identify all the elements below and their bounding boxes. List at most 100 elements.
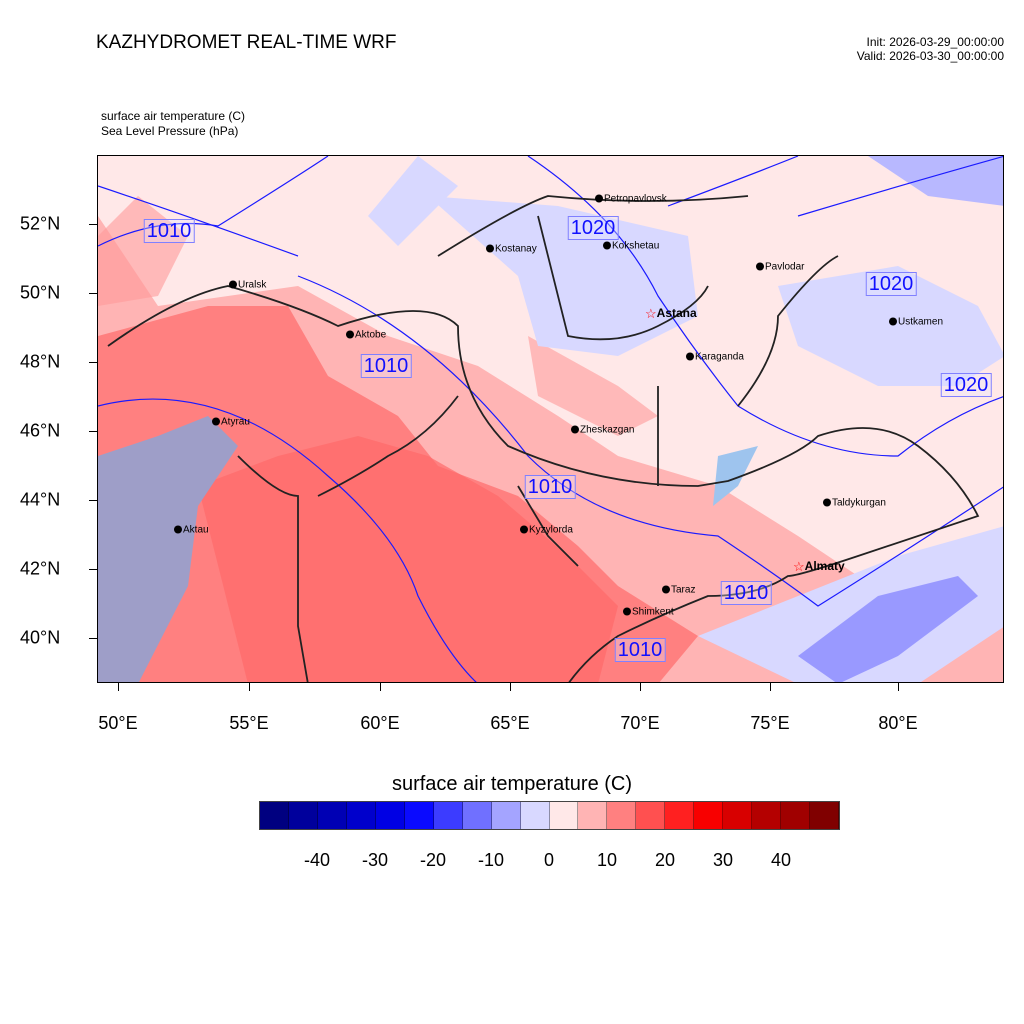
lat-label: 40°N (20, 627, 61, 648)
lon-tick (510, 683, 511, 691)
colorbar-swatch (462, 802, 492, 829)
map-canvas (98, 156, 1003, 682)
city-label: Aktau (183, 524, 209, 536)
city-taldykurgan[interactable]: Taldykurgan (823, 498, 886, 509)
isobar-label: 1010 (524, 475, 576, 499)
colorbar-swatch (433, 802, 463, 829)
lat-tick (89, 293, 97, 294)
colorbar (259, 801, 840, 830)
city-label: Karaganda (695, 351, 744, 363)
city-marker-icon (212, 417, 220, 426)
lat-tick (89, 569, 97, 570)
city-almaty[interactable]: ☆Almaty (793, 559, 845, 575)
isobar-label: 1010 (143, 219, 195, 243)
city-aktobe[interactable]: Aktobe (346, 330, 386, 341)
city-label: Kokshetau (612, 240, 660, 252)
colorbar-swatch (260, 802, 289, 829)
lon-tick (770, 683, 771, 691)
city-astana[interactable]: ☆Astana (645, 306, 697, 322)
colorbar-swatch (346, 802, 376, 829)
city-kostanay[interactable]: Kostanay (486, 244, 537, 255)
city-marker-icon (520, 525, 528, 534)
colorbar-label: 20 (654, 850, 676, 870)
city-pavlodar[interactable]: Pavlodar (756, 262, 804, 273)
city-kyzylorda[interactable]: Kyzylorda (520, 525, 573, 536)
city-karaganda[interactable]: Karaganda (686, 352, 744, 363)
city-marker-icon (486, 244, 494, 253)
chart-title: KAZHYDROMET REAL-TIME WRF (96, 32, 397, 53)
city-label: Taldykurgan (832, 497, 886, 509)
city-marker-icon (346, 330, 354, 339)
colorbar-swatch (578, 802, 608, 829)
colorbar-swatch (520, 802, 550, 829)
colorbar-swatch (752, 802, 782, 829)
capital-star-icon: ☆ (645, 306, 657, 321)
colorbar-label: 30 (712, 850, 734, 870)
city-marker-icon (686, 352, 694, 361)
colorbar-title: surface air temperature (C) (391, 773, 633, 795)
map-panel[interactable]: Petropavlovsk Kostanay Kokshetau Pavloda… (97, 155, 1004, 683)
borders (107, 195, 980, 682)
lon-label: 75°E (750, 713, 790, 733)
lon-label: 70°E (620, 713, 660, 733)
isobar-label: 1020 (940, 373, 992, 397)
colorbar-label: -10 (477, 850, 505, 870)
city-petropavlovsk[interactable]: Petropavlovsk (595, 194, 667, 205)
city-marker-icon (229, 280, 237, 289)
city-label: Petropavlovsk (604, 193, 667, 205)
city-label: Taraz (671, 584, 696, 596)
isobar-label: 1020 (567, 216, 619, 240)
city-marker-icon (595, 194, 603, 203)
isobar-label: 1010 (720, 581, 772, 605)
city-marker-icon (603, 241, 611, 250)
city-label: Kostanay (495, 243, 537, 255)
lon-label: 50°E (98, 713, 138, 733)
city-uralsk[interactable]: Uralsk (229, 280, 266, 291)
isobar-label: 1010 (614, 638, 666, 662)
city-label: Zheskazgan (580, 424, 635, 436)
colorbar-swatch (288, 802, 318, 829)
field-temperature: surface air temperature (C) (101, 109, 246, 123)
lon-tick (640, 683, 641, 691)
lat-tick (89, 224, 97, 225)
colorbar-label: -40 (303, 850, 331, 870)
valid-time: Valid: 2026-03-30_00:00:00 (856, 49, 1004, 63)
lon-tick (898, 683, 899, 691)
colorbar-label: 0 (543, 850, 555, 870)
lat-tick (89, 362, 97, 363)
colorbar-label: -20 (419, 850, 447, 870)
colorbar-label: -30 (361, 850, 389, 870)
city-aktau[interactable]: Aktau (174, 525, 209, 536)
city-atyrau[interactable]: Atyrau (212, 417, 250, 428)
lat-label: 50°N (20, 282, 61, 303)
city-ustkamen[interactable]: Ustkamen (889, 317, 943, 328)
lat-label: 46°N (20, 420, 61, 441)
isobar-label: 1020 (865, 272, 917, 296)
lon-label: 80°E (878, 713, 918, 733)
colorbar-swatch (404, 802, 434, 829)
field-list: surface air temperature (C) Sea Level Pr… (101, 109, 245, 139)
colorbar-swatch (607, 802, 637, 829)
lon-tick (249, 683, 250, 691)
city-zheskazgan[interactable]: Zheskazgan (571, 425, 634, 436)
lat-tick (89, 431, 97, 432)
city-marker-icon (174, 525, 182, 534)
colorbar-swatch (723, 802, 753, 829)
city-kokshetau[interactable]: Kokshetau (603, 241, 659, 252)
city-label: Kyzylorda (529, 524, 573, 536)
lat-label: 44°N (20, 489, 61, 510)
city-label: Almaty (804, 559, 845, 574)
temperature-fill (98, 156, 1003, 682)
run-info: Init: 2026-03-29_00:00:00 Valid: 2026-03… (857, 35, 1004, 63)
city-marker-icon (571, 425, 579, 434)
city-marker-icon (823, 498, 831, 507)
city-taraz[interactable]: Taraz (662, 585, 695, 596)
colorbar-swatch (549, 802, 579, 829)
city-label: Atyrau (221, 416, 250, 428)
lat-tick (89, 500, 97, 501)
city-shimkent[interactable]: Shimkent (623, 607, 674, 618)
lon-tick (118, 683, 119, 691)
city-marker-icon (889, 317, 897, 326)
capital-star-icon: ☆ (793, 559, 805, 574)
city-label: Uralsk (238, 279, 267, 291)
